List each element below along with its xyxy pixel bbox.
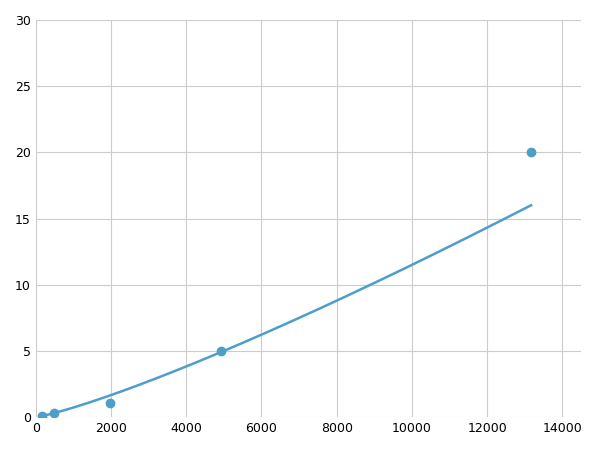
Point	[49, 410, 59, 417]
Point	[105, 399, 115, 406]
Point	[526, 149, 536, 156]
Point	[37, 412, 47, 419]
Point	[217, 347, 226, 355]
